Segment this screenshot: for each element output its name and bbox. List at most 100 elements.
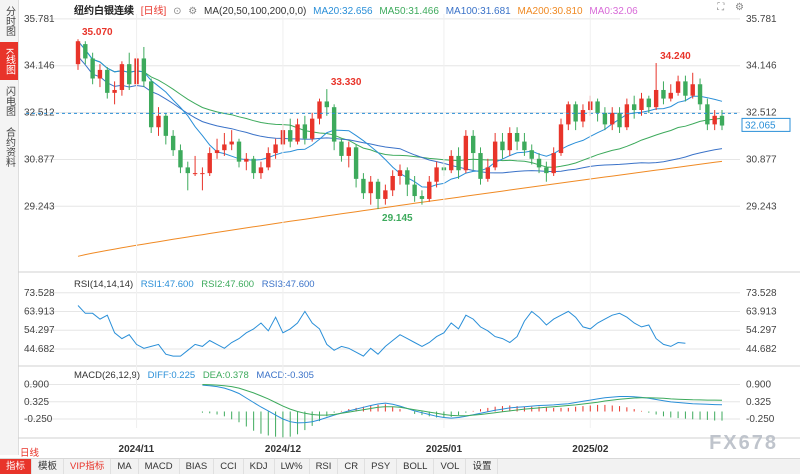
tab-cr[interactable]: CR <box>338 459 366 474</box>
tab-rsi[interactable]: RSI <box>310 459 339 474</box>
price-tick-label: 32.512 <box>746 108 777 119</box>
tab-boll[interactable]: BOLL <box>397 459 435 474</box>
candle-body <box>610 112 615 125</box>
fullscreen-icon[interactable]: ⛶ <box>717 2 725 13</box>
macd-legend: MACD(26,12,9) DIFF:0.225 DEA:0.378 MACD:… <box>74 370 319 381</box>
rsi1-value: RSI1:47.600 <box>140 279 194 290</box>
candle-body <box>361 178 366 194</box>
candle-body <box>405 170 410 185</box>
candle-body <box>266 153 271 168</box>
ma100-value: MA100:31.681 <box>445 6 511 17</box>
time-tick-label: 2025/01 <box>426 444 463 455</box>
candle-body <box>346 147 351 156</box>
candle-body <box>690 84 695 96</box>
macd-tick-label: 0.900 <box>746 380 771 391</box>
eye-icon[interactable]: ⊙ <box>173 6 182 17</box>
candle-body <box>324 101 330 108</box>
candle-body <box>83 44 88 59</box>
candle-body <box>222 144 227 151</box>
price-chart[interactable]: 35.78135.78134.14634.14632.51232.51230.8… <box>18 0 800 458</box>
tab-cci[interactable]: CCI <box>214 459 244 474</box>
period-label: [日线] <box>140 6 167 17</box>
candle-body <box>492 141 498 168</box>
side-tab-timeshare[interactable]: 分时图 <box>3 6 15 36</box>
candle-body <box>558 124 564 154</box>
candle-body <box>75 41 81 65</box>
candle-body <box>573 104 578 122</box>
ma200-line <box>77 160 723 257</box>
candle-body <box>236 141 242 162</box>
candle-body <box>595 101 600 113</box>
candle-body <box>624 104 630 128</box>
candle-body <box>580 110 586 122</box>
candle-body <box>244 158 249 162</box>
candle-body <box>295 124 300 142</box>
price-tick-label: 35.781 <box>746 14 777 25</box>
candle-body <box>705 104 710 125</box>
side-tab-lightning[interactable]: 闪电图 <box>3 86 15 116</box>
ma20-value: MA20:32.656 <box>313 6 373 17</box>
tab-lw[interactable]: LW% <box>275 459 310 474</box>
price-tick-label: 34.146 <box>746 61 777 72</box>
tab-template[interactable]: 模板 <box>32 459 65 474</box>
rsi-tick-label: 54.297 <box>746 325 777 336</box>
candle-body <box>675 81 681 93</box>
candle-body <box>90 58 95 79</box>
candle-body <box>156 115 161 128</box>
candle-body <box>500 141 505 151</box>
rsi-legend: RSI(14,14,14) RSI1:47.600 RSI2:47.600 RS… <box>74 279 320 290</box>
macd-value: MACD:-0.305 <box>256 370 314 381</box>
candle-body <box>397 170 403 176</box>
candle-body <box>251 158 256 174</box>
candle-body <box>551 153 556 174</box>
main-legend: 纽约白银连续 [日线] ⊙ ⚙ MA(20,50,100,200,0,0) MA… <box>74 2 642 17</box>
candle-body <box>353 147 359 179</box>
ma50-line <box>77 40 723 168</box>
candle-body <box>617 112 622 128</box>
tab-settings[interactable]: 设置 <box>466 459 499 474</box>
candle-body <box>712 115 717 125</box>
tab-indicator[interactable]: 指标 <box>0 459 33 474</box>
tab-macd[interactable]: MACD <box>139 459 180 474</box>
candle-body <box>639 98 644 111</box>
candle-body <box>536 158 542 168</box>
tab-vol[interactable]: VOL <box>434 459 467 474</box>
macd-tick-label-left: 0.325 <box>24 397 49 408</box>
price-annotation: 33.330 <box>331 77 362 88</box>
side-tab-contract-info[interactable]: 合约资料 <box>3 127 15 167</box>
candle-body <box>719 115 725 126</box>
candle-body <box>412 184 417 197</box>
macd-tick-label: -0.250 <box>746 414 775 425</box>
candle-body <box>646 98 652 108</box>
instrument-title: 纽约白银连续 <box>74 6 134 17</box>
price-tick-label-left: 30.877 <box>24 154 55 165</box>
settings-icon[interactable]: ⚙ <box>735 2 744 13</box>
side-tab-kline[interactable]: K线图 <box>0 42 18 80</box>
price-annotation: 29.145 <box>382 213 413 224</box>
candle-body <box>317 101 322 119</box>
indicator-tabs: 指标 模板 VIP指标 MA MACD BIAS CCI KDJ LW% RSI… <box>0 458 800 474</box>
candle-body <box>127 64 132 85</box>
candle-body <box>185 167 190 174</box>
ma0-value: MA0:32.06 <box>589 6 638 17</box>
period-button[interactable]: 日线 <box>20 448 40 459</box>
candle-body <box>566 104 571 125</box>
time-tick-label: 2025/02 <box>572 444 609 455</box>
tab-kdj[interactable]: KDJ <box>244 459 275 474</box>
candle-body <box>485 167 491 179</box>
candle-body <box>631 104 637 111</box>
tab-psy[interactable]: PSY <box>365 459 398 474</box>
tab-ma[interactable]: MA <box>111 459 139 474</box>
diff-value: DIFF:0.225 <box>147 370 196 381</box>
candle-body <box>119 64 125 90</box>
price-tick-label-left: 34.146 <box>24 61 55 72</box>
candle-body <box>683 81 688 96</box>
ma50-value: MA50:31.466 <box>379 6 439 17</box>
price-tick-label: 30.877 <box>746 154 777 165</box>
tab-vip-indicator[interactable]: VIP指标 <box>64 459 112 474</box>
gear-icon[interactable]: ⚙ <box>188 6 198 17</box>
candle-body <box>427 181 432 199</box>
tab-bias[interactable]: BIAS <box>180 459 215 474</box>
candle-body <box>112 89 117 93</box>
current-price-label: 32.065 <box>745 120 776 131</box>
